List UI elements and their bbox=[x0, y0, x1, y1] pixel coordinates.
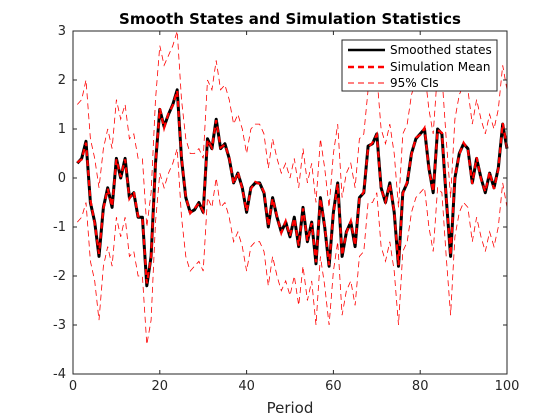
y-tick-label: 2 bbox=[58, 73, 66, 88]
y-tick-label: -1 bbox=[53, 220, 66, 235]
legend: Smoothed states Simulation Mean 95% CIs bbox=[341, 39, 498, 92]
x-axis-label: Period bbox=[267, 399, 314, 417]
series-layer bbox=[76, 88, 509, 288]
ci-upper-line bbox=[77, 30, 508, 228]
x-tick-label: 100 bbox=[495, 379, 520, 394]
legend-box bbox=[341, 39, 498, 92]
legend-label-simulation-mean: Simulation Mean bbox=[390, 60, 490, 74]
y-tick-label: -4 bbox=[53, 367, 66, 382]
y-tick-label: -2 bbox=[53, 269, 66, 284]
ticks-layer: 0 20 40 60 80 100 -4 -3 -2 -1 0 1 2 3 bbox=[53, 24, 519, 394]
x-tick-label: 40 bbox=[238, 379, 255, 394]
smoothed-states-line bbox=[76, 88, 509, 288]
y-tick-label: -3 bbox=[53, 318, 66, 333]
ci-lower-line bbox=[77, 148, 508, 345]
ci-layer bbox=[77, 30, 508, 345]
x-tick-label: 60 bbox=[325, 379, 342, 394]
x-tick-label: 80 bbox=[412, 379, 429, 394]
y-tick-label: 0 bbox=[58, 171, 66, 186]
x-tick-label: 20 bbox=[152, 379, 169, 394]
plot-frame bbox=[72, 30, 508, 375]
legend-label-95-cis: 95% CIs bbox=[390, 76, 439, 90]
chart-title: Smooth States and Simulation Statistics bbox=[119, 10, 461, 28]
x-tick-label: 0 bbox=[69, 379, 77, 394]
legend-label-smoothed-states: Smoothed states bbox=[390, 43, 492, 57]
y-tick-label: 1 bbox=[58, 122, 66, 137]
y-tick-label: 3 bbox=[58, 24, 66, 39]
